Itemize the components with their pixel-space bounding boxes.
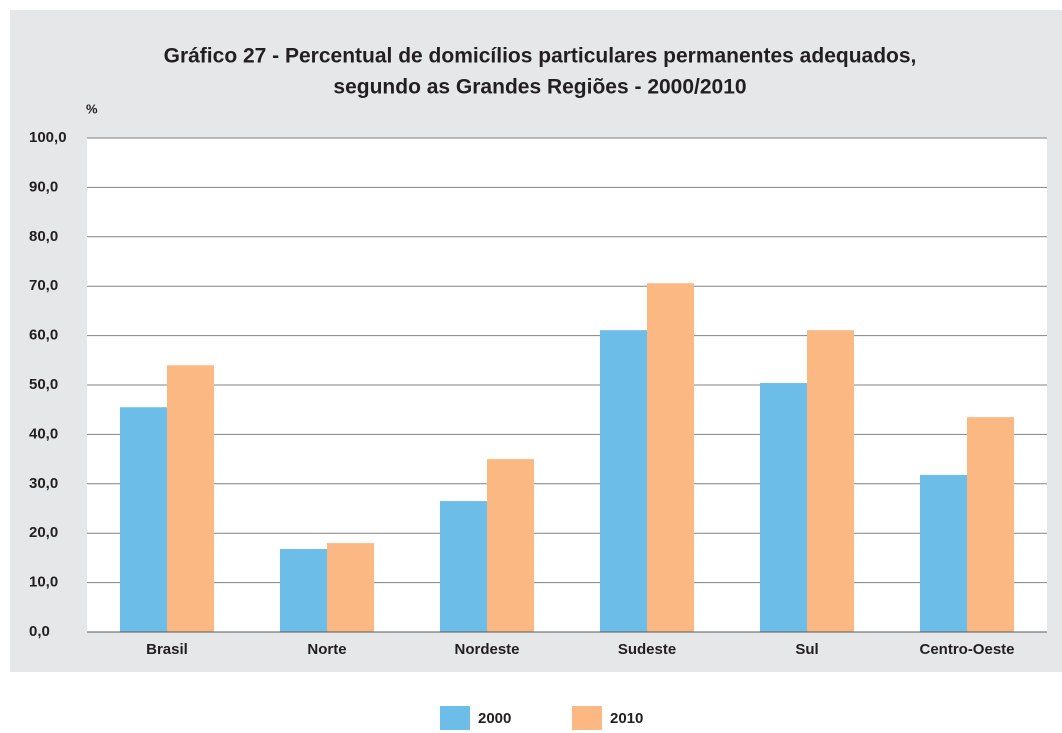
y-tick-label: 10,0 [29, 574, 58, 591]
x-tick-label: Norte [307, 641, 346, 658]
bar [280, 549, 327, 632]
bar [647, 283, 694, 632]
legend-label: 2000 [478, 710, 511, 727]
bar [487, 459, 534, 632]
bar [920, 474, 967, 632]
bar [760, 383, 807, 632]
x-tick-label: Brasil [146, 641, 188, 658]
bar [120, 407, 167, 632]
bar [327, 543, 374, 632]
y-tick-label: 100,0 [29, 129, 67, 146]
bar [807, 330, 854, 632]
x-tick-label: Nordeste [454, 641, 519, 658]
legend-swatch [572, 706, 602, 730]
x-tick-label: Sudeste [618, 641, 676, 658]
x-tick-label: Sul [795, 641, 818, 658]
y-tick-label: 30,0 [29, 475, 58, 492]
y-tick-label: 80,0 [29, 228, 58, 245]
y-tick-label: 90,0 [29, 178, 58, 195]
y-axis-label: % [86, 101, 98, 116]
y-tick-label: 40,0 [29, 425, 58, 442]
legend-label: 2010 [610, 710, 643, 727]
y-tick-label: 50,0 [29, 376, 58, 393]
x-tick-label: Centro-Oeste [919, 641, 1014, 658]
bar [967, 417, 1014, 632]
chart-title: Gráfico 27 - Percentual de domicílios pa… [164, 45, 917, 68]
bar [600, 330, 647, 632]
chart-title: segundo as Grandes Regiões - 2000/2010 [333, 76, 746, 99]
y-tick-label: 20,0 [29, 524, 58, 541]
legend-swatch [440, 706, 470, 730]
y-tick-label: 70,0 [29, 277, 58, 294]
bar [167, 365, 214, 632]
y-tick-label: 60,0 [29, 327, 58, 344]
bar [440, 501, 487, 632]
y-tick-label: 0,0 [29, 623, 50, 640]
